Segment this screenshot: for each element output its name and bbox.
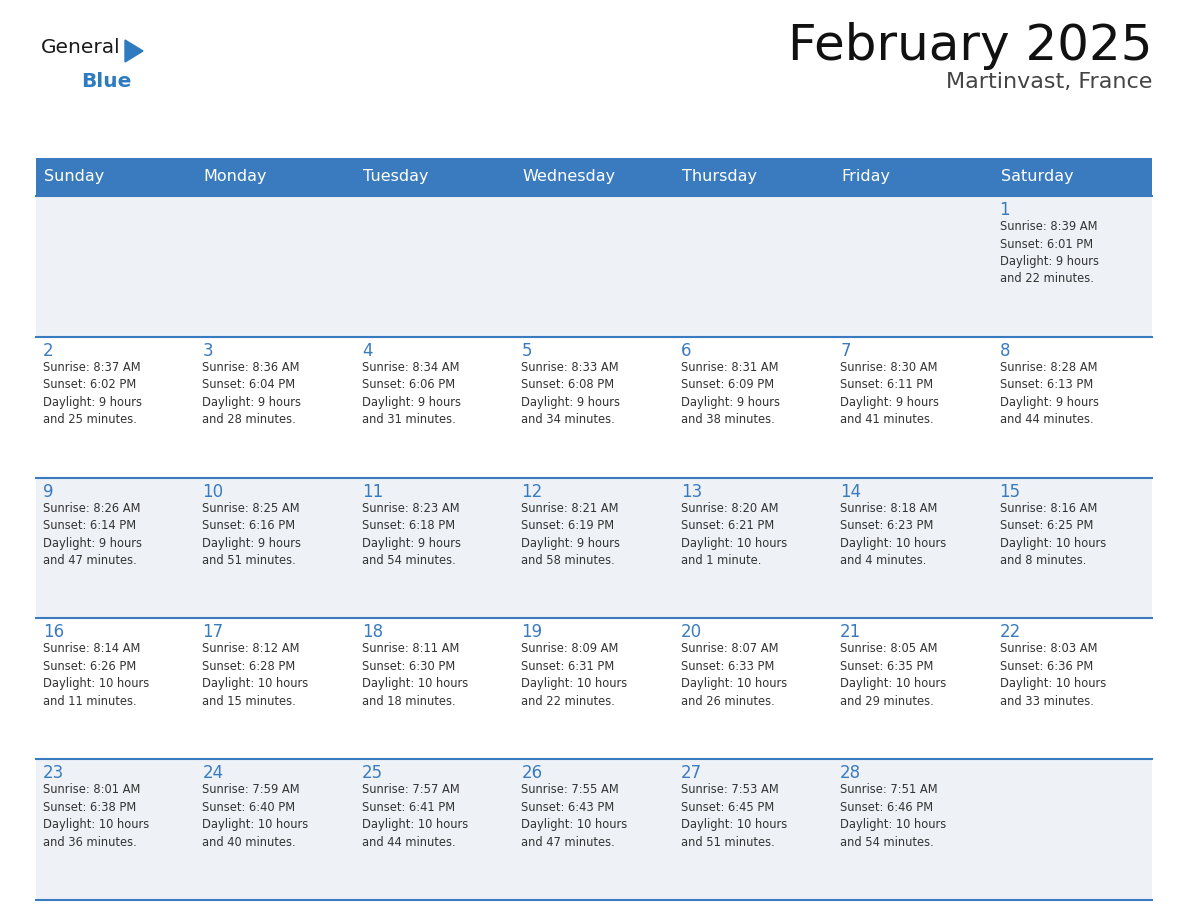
Text: Sunrise: 8:14 AM
Sunset: 6:26 PM
Daylight: 10 hours
and 11 minutes.: Sunrise: 8:14 AM Sunset: 6:26 PM Dayligh…	[43, 643, 150, 708]
Text: February 2025: February 2025	[788, 22, 1152, 70]
Text: General: General	[42, 38, 121, 57]
Text: Sunrise: 7:53 AM
Sunset: 6:45 PM
Daylight: 10 hours
and 51 minutes.: Sunrise: 7:53 AM Sunset: 6:45 PM Dayligh…	[681, 783, 786, 849]
Text: Sunrise: 8:25 AM
Sunset: 6:16 PM
Daylight: 9 hours
and 51 minutes.: Sunrise: 8:25 AM Sunset: 6:16 PM Dayligh…	[202, 501, 302, 567]
Text: Sunrise: 8:16 AM
Sunset: 6:25 PM
Daylight: 10 hours
and 8 minutes.: Sunrise: 8:16 AM Sunset: 6:25 PM Dayligh…	[999, 501, 1106, 567]
Text: Martinvast, France: Martinvast, France	[946, 72, 1152, 92]
Bar	[992, 158, 1152, 196]
Text: Sunrise: 8:34 AM
Sunset: 6:06 PM
Daylight: 9 hours
and 31 minutes.: Sunrise: 8:34 AM Sunset: 6:06 PM Dayligh…	[362, 361, 461, 426]
Bar	[36, 477, 1152, 619]
Text: 16: 16	[43, 623, 64, 642]
Text: Sunrise: 8:23 AM
Sunset: 6:18 PM
Daylight: 9 hours
and 54 minutes.: Sunrise: 8:23 AM Sunset: 6:18 PM Dayligh…	[362, 501, 461, 567]
Text: Blue: Blue	[81, 72, 132, 91]
Text: 4: 4	[362, 341, 372, 360]
Text: 19: 19	[522, 623, 543, 642]
Text: 8: 8	[999, 341, 1010, 360]
Text: 12: 12	[522, 483, 543, 500]
Text: 1: 1	[999, 201, 1010, 219]
Bar	[36, 158, 196, 196]
Bar	[674, 158, 833, 196]
Text: Sunrise: 8:03 AM
Sunset: 6:36 PM
Daylight: 10 hours
and 33 minutes.: Sunrise: 8:03 AM Sunset: 6:36 PM Dayligh…	[999, 643, 1106, 708]
Bar	[36, 337, 1152, 477]
Text: Sunrise: 7:55 AM
Sunset: 6:43 PM
Daylight: 10 hours
and 47 minutes.: Sunrise: 7:55 AM Sunset: 6:43 PM Dayligh…	[522, 783, 627, 849]
Bar	[36, 196, 1152, 337]
Text: Thursday: Thursday	[682, 170, 757, 185]
Text: 11: 11	[362, 483, 383, 500]
Bar	[36, 619, 1152, 759]
Text: Sunrise: 8:21 AM
Sunset: 6:19 PM
Daylight: 9 hours
and 58 minutes.: Sunrise: 8:21 AM Sunset: 6:19 PM Dayligh…	[522, 501, 620, 567]
Text: Sunrise: 8:20 AM
Sunset: 6:21 PM
Daylight: 10 hours
and 1 minute.: Sunrise: 8:20 AM Sunset: 6:21 PM Dayligh…	[681, 501, 786, 567]
Text: 7: 7	[840, 341, 851, 360]
Text: Sunrise: 8:07 AM
Sunset: 6:33 PM
Daylight: 10 hours
and 26 minutes.: Sunrise: 8:07 AM Sunset: 6:33 PM Dayligh…	[681, 643, 786, 708]
Text: Sunrise: 8:26 AM
Sunset: 6:14 PM
Daylight: 9 hours
and 47 minutes.: Sunrise: 8:26 AM Sunset: 6:14 PM Dayligh…	[43, 501, 143, 567]
Text: 13: 13	[681, 483, 702, 500]
Text: 17: 17	[202, 623, 223, 642]
Bar	[833, 158, 992, 196]
Text: 21: 21	[840, 623, 861, 642]
Text: 18: 18	[362, 623, 383, 642]
Text: Sunrise: 8:11 AM
Sunset: 6:30 PM
Daylight: 10 hours
and 18 minutes.: Sunrise: 8:11 AM Sunset: 6:30 PM Dayligh…	[362, 643, 468, 708]
Text: Sunrise: 7:57 AM
Sunset: 6:41 PM
Daylight: 10 hours
and 44 minutes.: Sunrise: 7:57 AM Sunset: 6:41 PM Dayligh…	[362, 783, 468, 849]
Text: Sunrise: 8:36 AM
Sunset: 6:04 PM
Daylight: 9 hours
and 28 minutes.: Sunrise: 8:36 AM Sunset: 6:04 PM Dayligh…	[202, 361, 302, 426]
Text: 14: 14	[840, 483, 861, 500]
Text: Friday: Friday	[841, 170, 890, 185]
Text: 25: 25	[362, 764, 383, 782]
Text: 26: 26	[522, 764, 543, 782]
Text: 2: 2	[43, 341, 53, 360]
Text: 23: 23	[43, 764, 64, 782]
Text: Tuesday: Tuesday	[362, 170, 429, 185]
Bar	[36, 759, 1152, 900]
Text: 3: 3	[202, 341, 213, 360]
Text: 9: 9	[43, 483, 53, 500]
Text: 20: 20	[681, 623, 702, 642]
Text: Sunrise: 8:31 AM
Sunset: 6:09 PM
Daylight: 9 hours
and 38 minutes.: Sunrise: 8:31 AM Sunset: 6:09 PM Dayligh…	[681, 361, 779, 426]
Text: Sunrise: 8:28 AM
Sunset: 6:13 PM
Daylight: 9 hours
and 44 minutes.: Sunrise: 8:28 AM Sunset: 6:13 PM Dayligh…	[999, 361, 1099, 426]
Polygon shape	[125, 40, 143, 62]
Text: Sunrise: 8:12 AM
Sunset: 6:28 PM
Daylight: 10 hours
and 15 minutes.: Sunrise: 8:12 AM Sunset: 6:28 PM Dayligh…	[202, 643, 309, 708]
Text: Saturday: Saturday	[1000, 170, 1073, 185]
Text: 28: 28	[840, 764, 861, 782]
Text: Sunrise: 8:30 AM
Sunset: 6:11 PM
Daylight: 9 hours
and 41 minutes.: Sunrise: 8:30 AM Sunset: 6:11 PM Dayligh…	[840, 361, 940, 426]
Text: 27: 27	[681, 764, 702, 782]
Text: Sunrise: 8:37 AM
Sunset: 6:02 PM
Daylight: 9 hours
and 25 minutes.: Sunrise: 8:37 AM Sunset: 6:02 PM Dayligh…	[43, 361, 143, 426]
Text: 22: 22	[999, 623, 1020, 642]
Text: Sunrise: 8:01 AM
Sunset: 6:38 PM
Daylight: 10 hours
and 36 minutes.: Sunrise: 8:01 AM Sunset: 6:38 PM Dayligh…	[43, 783, 150, 849]
Text: Sunrise: 8:39 AM
Sunset: 6:01 PM
Daylight: 9 hours
and 22 minutes.: Sunrise: 8:39 AM Sunset: 6:01 PM Dayligh…	[999, 220, 1099, 285]
Text: Monday: Monday	[203, 170, 267, 185]
Bar	[355, 158, 514, 196]
Text: Sunday: Sunday	[44, 170, 105, 185]
Text: 15: 15	[999, 483, 1020, 500]
Text: 10: 10	[202, 483, 223, 500]
Text: Sunrise: 8:33 AM
Sunset: 6:08 PM
Daylight: 9 hours
and 34 minutes.: Sunrise: 8:33 AM Sunset: 6:08 PM Dayligh…	[522, 361, 620, 426]
Text: Sunrise: 8:05 AM
Sunset: 6:35 PM
Daylight: 10 hours
and 29 minutes.: Sunrise: 8:05 AM Sunset: 6:35 PM Dayligh…	[840, 643, 947, 708]
Bar	[514, 158, 674, 196]
Text: 5: 5	[522, 341, 532, 360]
Bar	[196, 158, 355, 196]
Text: Sunrise: 7:59 AM
Sunset: 6:40 PM
Daylight: 10 hours
and 40 minutes.: Sunrise: 7:59 AM Sunset: 6:40 PM Dayligh…	[202, 783, 309, 849]
Text: 24: 24	[202, 764, 223, 782]
Text: 6: 6	[681, 341, 691, 360]
Text: Sunrise: 8:18 AM
Sunset: 6:23 PM
Daylight: 10 hours
and 4 minutes.: Sunrise: 8:18 AM Sunset: 6:23 PM Dayligh…	[840, 501, 947, 567]
Text: Wednesday: Wednesday	[523, 170, 615, 185]
Text: Sunrise: 8:09 AM
Sunset: 6:31 PM
Daylight: 10 hours
and 22 minutes.: Sunrise: 8:09 AM Sunset: 6:31 PM Dayligh…	[522, 643, 627, 708]
Text: Sunrise: 7:51 AM
Sunset: 6:46 PM
Daylight: 10 hours
and 54 minutes.: Sunrise: 7:51 AM Sunset: 6:46 PM Dayligh…	[840, 783, 947, 849]
